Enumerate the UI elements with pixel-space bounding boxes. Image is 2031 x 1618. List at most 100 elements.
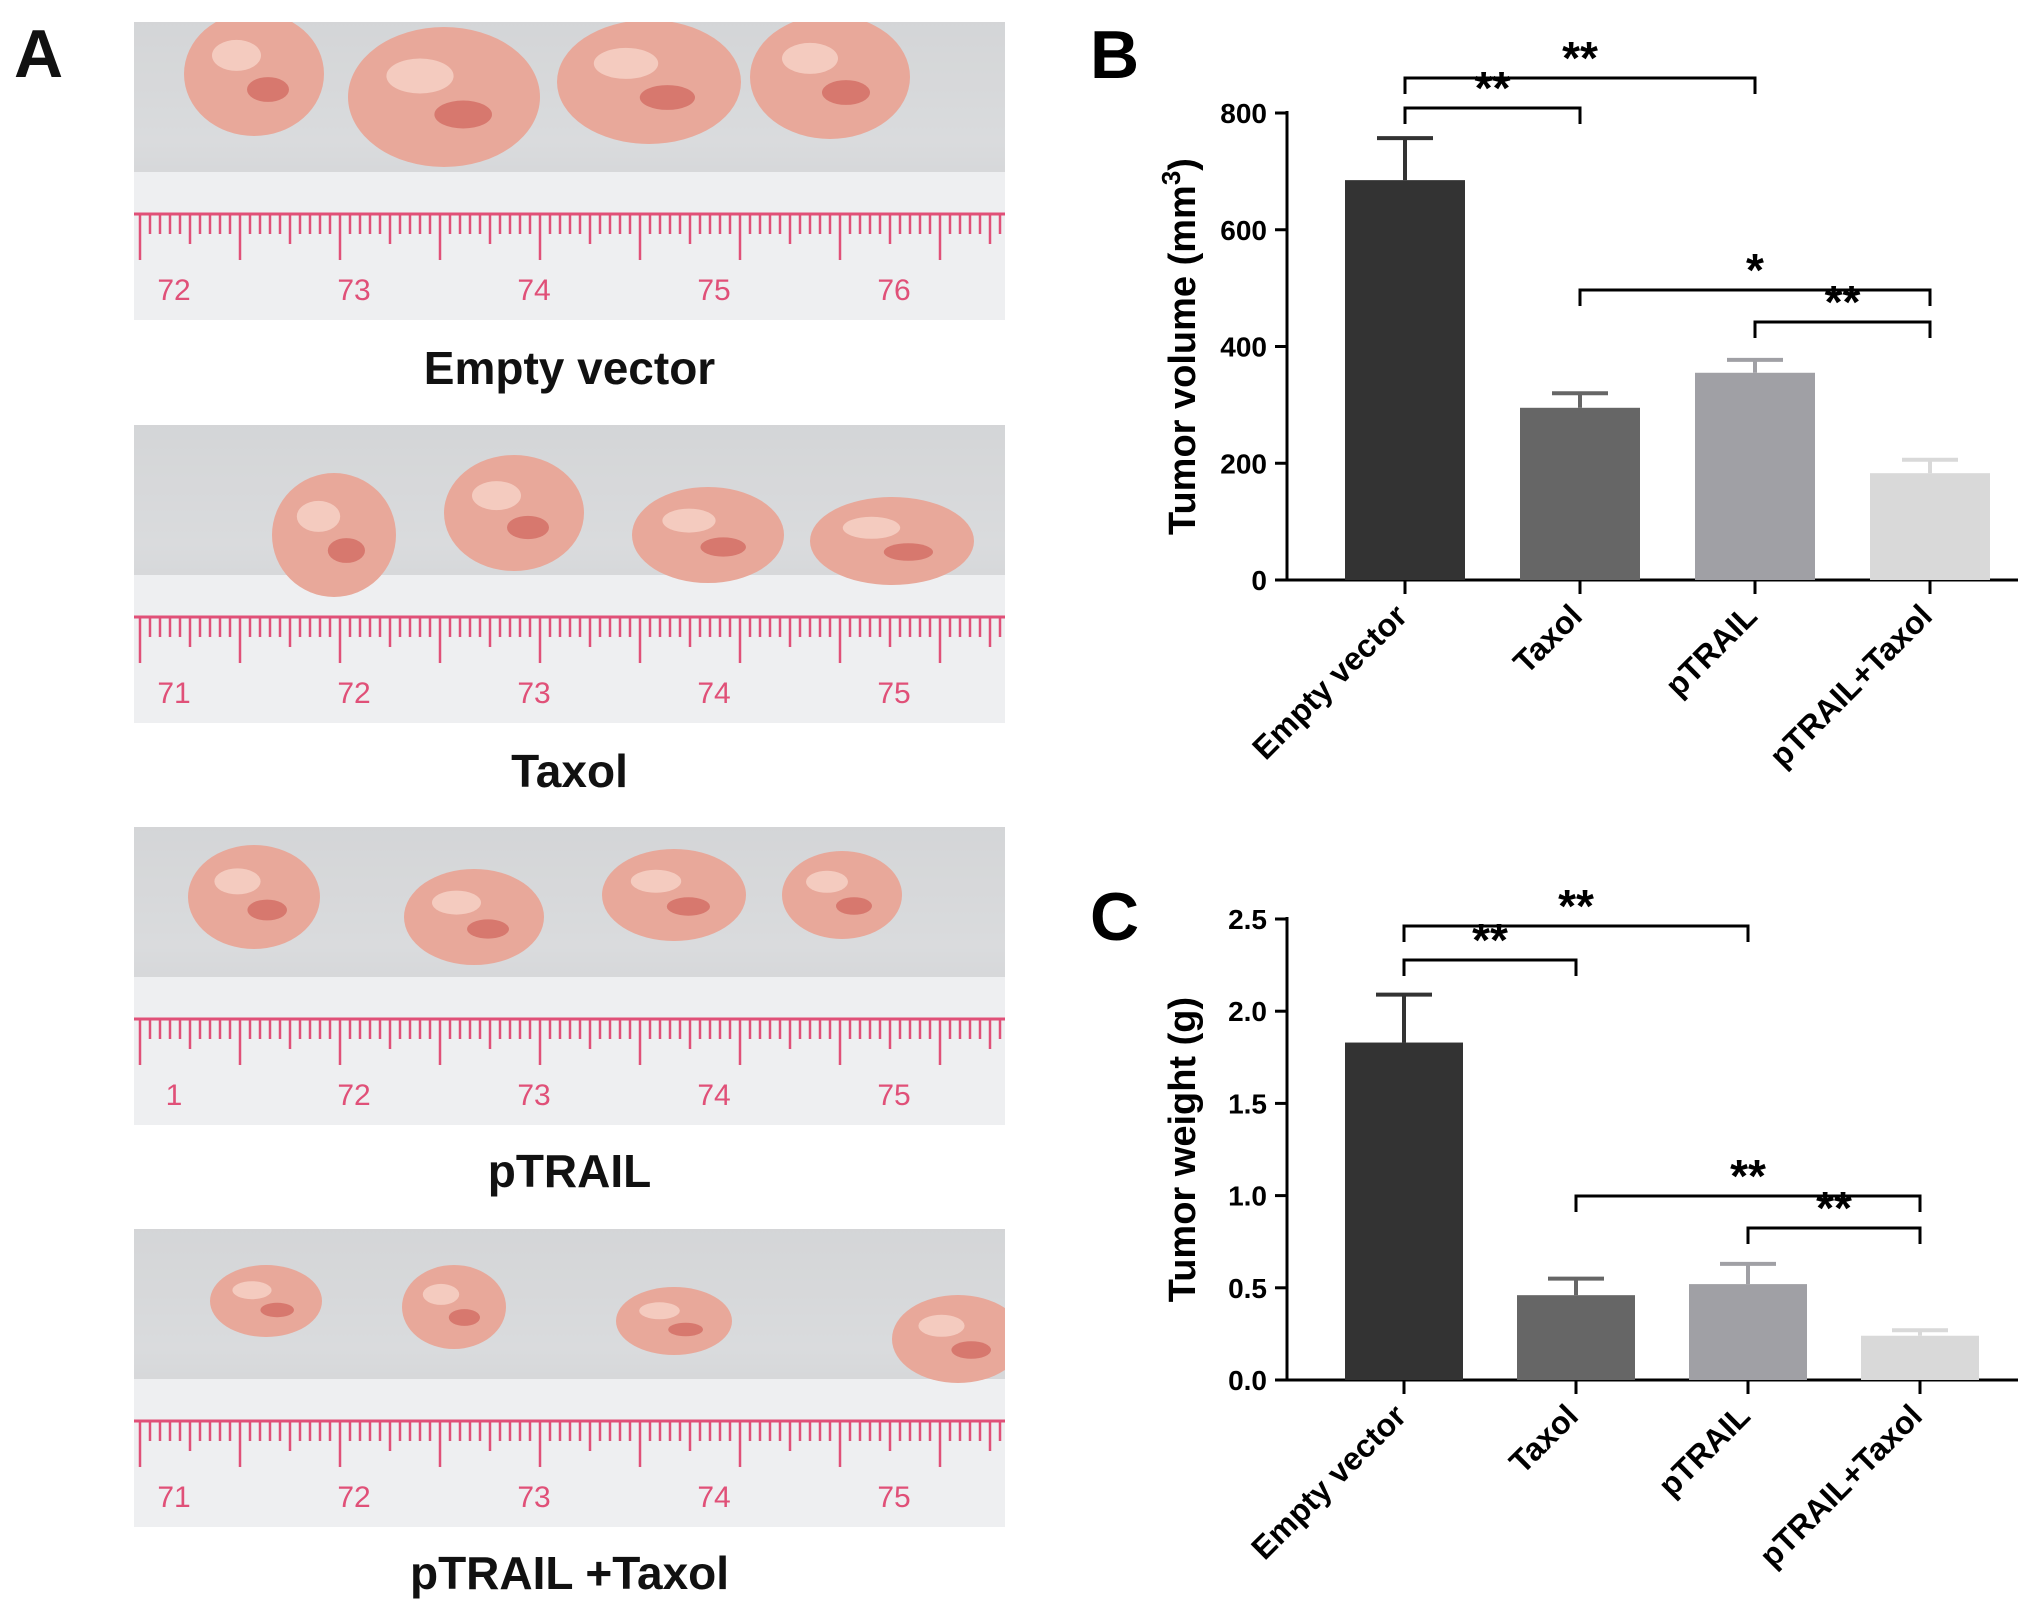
tumor-specimen: [402, 1265, 506, 1349]
tumor-highlight: [806, 870, 848, 893]
tumor-highlight: [214, 868, 261, 895]
y-tick-label: 0: [1251, 565, 1267, 596]
significance-label: **: [1730, 1150, 1766, 1202]
significance-bracket: **: [1746, 1182, 1922, 1244]
tumor-blood-spot: [666, 897, 711, 916]
ruler-background: [134, 575, 1005, 723]
y-tick-label: 400: [1220, 332, 1267, 363]
tumor-highlight: [842, 516, 901, 539]
tumor-body: [210, 1265, 322, 1337]
ruler-number-label: 74: [517, 274, 550, 307]
tumor-specimen: [557, 22, 741, 144]
tumor-blood-spot: [951, 1341, 991, 1359]
significance-line: [1402, 924, 1750, 942]
tumor-body: [782, 851, 902, 939]
significance-label: **: [1475, 62, 1511, 114]
tumor-specimen: [810, 497, 974, 585]
ruler-number-label: 73: [337, 274, 370, 307]
tumor-highlight: [232, 1281, 272, 1300]
y-tick-label: 2.5: [1228, 904, 1267, 935]
tumor-blood-spot: [507, 515, 549, 540]
photo-caption-ptrail: pTRAIL: [487, 1145, 652, 1197]
tumor-specimen: [210, 1265, 322, 1337]
x-tick-label: pTRAIL: [1658, 597, 1764, 703]
significance-label: **: [1558, 880, 1594, 932]
tumor-photo-ptrail: 1 72 73 74 75: [134, 827, 1005, 1125]
tumor-photo-svg: 1 72 73 74 75: [134, 827, 1005, 1125]
tumor-highlight: [639, 1302, 680, 1320]
tumor-specimen: [272, 473, 396, 597]
tumor-highlight: [296, 500, 341, 532]
bar: [1345, 1042, 1463, 1380]
tumor-body: [810, 497, 974, 585]
y-tick-label: 600: [1220, 215, 1267, 246]
ruler-background: [134, 977, 1005, 1125]
bar: [1695, 372, 1815, 580]
x-tick-label: Taxol: [1502, 1397, 1585, 1480]
significance-bracket: **: [1403, 32, 1757, 94]
tumor-photo-taxol: 71 72 73 74 75: [134, 425, 1005, 723]
tumor-specimen: [782, 851, 902, 939]
significance-line: [1753, 320, 1932, 338]
tumor-photo-ptrail-taxol: 71 72 73 74 75: [134, 1229, 1005, 1527]
photo-caption-taxol: Taxol: [511, 745, 628, 797]
tumor-blood-spot: [467, 919, 509, 939]
tumor-blood-spot: [639, 85, 695, 110]
bar: [1345, 180, 1465, 580]
x-tick-label: pTRAIL: [1651, 1397, 1757, 1503]
y-tick-label: 0.0: [1228, 1365, 1267, 1396]
tumor-blood-spot: [668, 1322, 703, 1337]
ruler-number-label: 74: [697, 1481, 730, 1514]
tumor-highlight: [593, 47, 659, 79]
tumor-body: [404, 869, 544, 965]
tumor-blood-spot: [822, 80, 870, 105]
significance-line: [1403, 76, 1757, 94]
tumor-body: [892, 1295, 1005, 1383]
bar: [1517, 1295, 1635, 1380]
tumor-body: [272, 473, 396, 597]
ruler-number-label: 75: [697, 274, 730, 307]
tumor-blood-spot: [836, 897, 872, 915]
x-tick-label: pTRAIL+Taxol: [1762, 597, 1939, 774]
y-tick-label: 1.0: [1228, 1181, 1267, 1212]
significance-bracket: **: [1403, 62, 1582, 124]
x-tick-label: Empty vector: [1244, 1397, 1413, 1566]
y-axis-label: Tumor volume (mm3): [1156, 158, 1204, 535]
ruler-number-label: 72: [157, 274, 190, 307]
tumor-highlight: [918, 1314, 965, 1337]
tumor-body: [188, 845, 320, 949]
tumor-blood-spot: [247, 77, 289, 102]
bar: [1861, 1335, 1979, 1380]
tumor-body: [348, 27, 540, 167]
significance-label: **: [1816, 1182, 1852, 1234]
ruler-number-label: 72: [337, 677, 370, 710]
tumor-blood-spot: [247, 899, 287, 921]
tumor-photo-svg: 72 73 74 75 76: [134, 22, 1005, 320]
y-tick-label: 800: [1220, 98, 1267, 129]
ruler-number-label: 72: [337, 1079, 370, 1112]
ruler-number-label: 76: [877, 274, 910, 307]
tumor-specimen: [616, 1287, 732, 1355]
tumor-highlight: [432, 890, 481, 915]
tumor-highlight: [782, 42, 838, 74]
tumor-blood-spot: [434, 100, 493, 129]
significance-label: **: [1562, 32, 1598, 84]
tumor-blood-spot: [883, 543, 934, 561]
chart-c: C 0.0 0.5 1.0 1.5 2.0 2.5 Tumor weight (g) Empty…: [1090, 879, 2018, 1574]
tumor-specimen: [602, 849, 746, 941]
tumor-specimen: [184, 22, 324, 136]
tumor-photo-svg: 71 72 73 74 75: [134, 425, 1005, 723]
ruler-background: [134, 172, 1005, 320]
ruler-number-label: 73: [517, 1079, 550, 1112]
ruler-number-label: 75: [877, 1079, 910, 1112]
significance-line: [1403, 106, 1582, 124]
y-tick-label: 2.0: [1228, 996, 1267, 1027]
ruler-number-label: 75: [877, 1481, 910, 1514]
tumor-highlight: [212, 39, 261, 71]
tumor-blood-spot: [448, 1309, 480, 1326]
tumor-body: [444, 455, 584, 571]
ruler-background: [134, 1379, 1005, 1527]
x-tick-label: Empty vector: [1245, 597, 1414, 766]
tumor-body: [632, 487, 784, 583]
